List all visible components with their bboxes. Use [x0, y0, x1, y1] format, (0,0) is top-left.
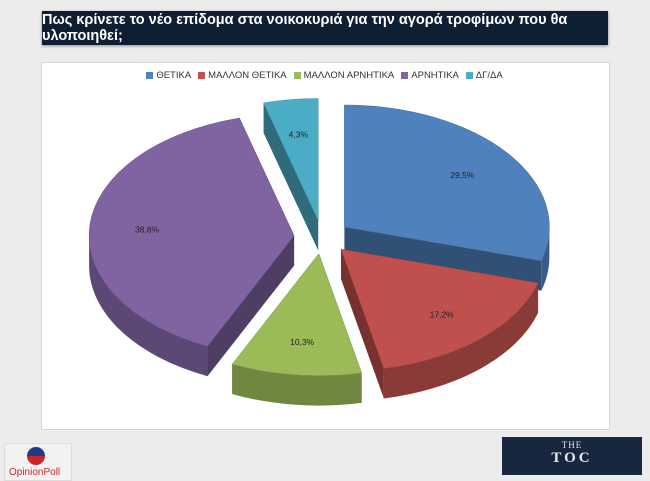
pie-slice-side	[541, 226, 550, 291]
legend-item: ΜΑΛΛΟΝ ΘΕΤΙΚΑ	[198, 70, 287, 81]
pie-slice-top	[263, 98, 319, 221]
chart-title: Πως κρίνετε το νέο επίδομα στα νοικοκυρι…	[42, 11, 608, 45]
pie-slice	[340, 248, 539, 399]
legend-item: ΜΑΛΛΟΝ ΑΡΝΗΤΙΚΑ	[293, 70, 395, 81]
opinion-poll-logo-icon	[27, 447, 45, 465]
legend-label: ΘΕΤΙΚΑ	[156, 70, 192, 81]
legend-swatch	[293, 72, 301, 79]
pie-slice-wall	[207, 235, 295, 377]
pie-data-label: 10,3%	[290, 337, 315, 347]
pie-slice-top	[231, 253, 362, 376]
legend-label: ΔΓ/ΔΑ	[475, 70, 503, 81]
legend-swatch	[401, 72, 409, 79]
pie-slice-top	[344, 104, 550, 262]
legend-swatch	[198, 72, 206, 79]
legend-label: ΜΑΛΛΟΝ ΘΕΤΙΚΑ	[208, 70, 287, 81]
legend-label: ΜΑΛΛΟΝ ΑΡΝΗΤΙΚΑ	[303, 70, 395, 81]
the-toc-logo-top: THE	[561, 440, 583, 450]
pie-slice	[263, 98, 319, 251]
pie-slice-top	[340, 248, 539, 369]
opinion-poll-logo: OpinionPoll	[4, 443, 72, 481]
pie-slice	[344, 104, 550, 291]
pie-slice-wall	[341, 249, 384, 399]
pie-slice-top	[88, 117, 295, 347]
pie-data-label: 38,8%	[135, 224, 160, 234]
legend-item: ΑΡΝΗΤΙΚΑ	[401, 70, 459, 81]
pie-slice-side	[89, 235, 208, 377]
legend-item: ΘΕΤΙΚΑ	[146, 70, 191, 81]
legend-label: ΑΡΝΗΤΙΚΑ	[411, 70, 459, 81]
legend-swatch	[146, 72, 154, 79]
pie-slice-wall	[344, 226, 542, 291]
opinion-poll-logo-text: OpinionPoll	[9, 467, 61, 478]
pie-slice-wall	[263, 102, 319, 251]
the-toc-logo-main: TOC	[551, 450, 593, 466]
pie-slice-side	[383, 283, 539, 399]
legend-item: ΔΓ/ΔΑ	[465, 70, 503, 81]
pie-data-label: 29,5%	[450, 170, 475, 180]
pie-slice	[231, 253, 362, 406]
chart-legend: ΘΕΤΙΚΑ ΜΑΛΛΟΝ ΘΕΤΙΚΑ ΜΑΛΛΟΝ ΑΡΝΗΤΙΚΑ ΑΡΝΗΤΙ…	[41, 70, 608, 81]
legend-swatch	[465, 72, 473, 79]
pie-data-label: 17,2%	[430, 309, 455, 319]
the-toc-logo: THE TOC	[502, 437, 642, 475]
pie-slice-side	[232, 364, 362, 406]
pie-data-label: 4,3%	[289, 129, 309, 139]
pie-slice	[88, 117, 295, 377]
